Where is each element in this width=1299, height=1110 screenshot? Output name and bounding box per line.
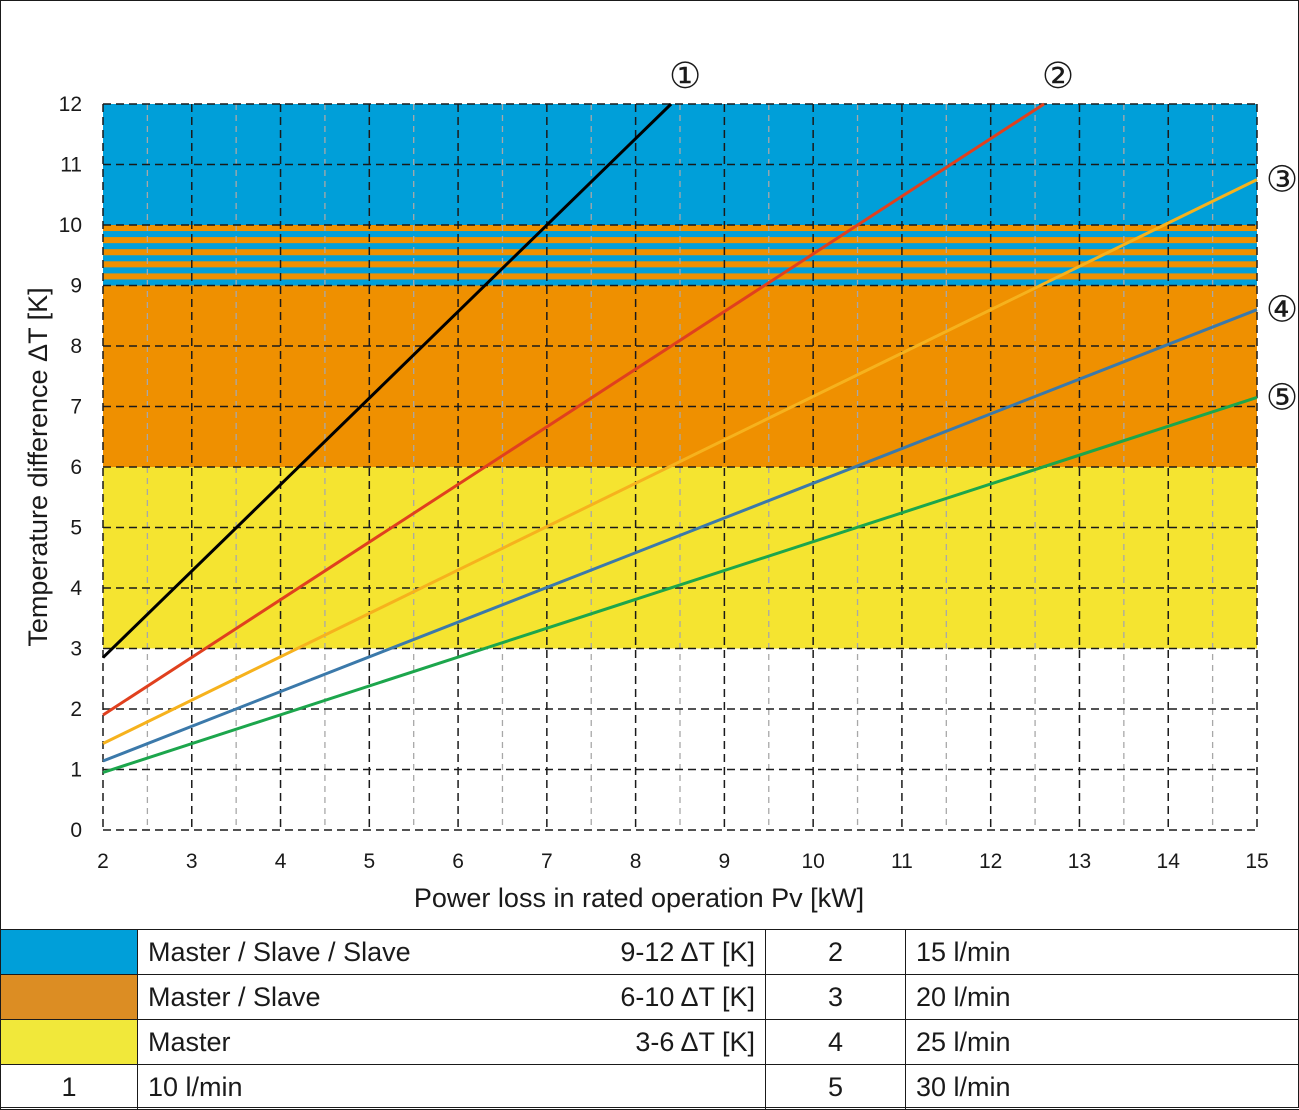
curve-number: 1 [1,1065,138,1110]
zone-cell: Master 3-6 ΔT [K] [138,1020,766,1065]
series-marker-2: ② [1042,55,1074,96]
legend-row: Master / Slave 6-10 ΔT [K] 3 20 l/min [1,975,1299,1020]
y-axis-label: Temperature difference ΔT [K] [23,287,53,646]
x-tick-label: 10 [801,850,824,873]
x-tick-label: 2 [97,850,109,873]
y-tick-label: 10 [59,214,82,237]
color-swatch-orange [1,975,138,1020]
x-tick-label: 11 [891,850,913,873]
zone-label: Master / Slave / Slave [148,930,411,974]
y-tick-label: 1 [70,759,82,782]
flow-rate: 30 l/min [906,1065,1299,1110]
zone-label: Master / Slave [148,975,321,1019]
y-tick-label: 12 [59,93,82,116]
flow-rate: 10 l/min [138,1065,766,1110]
zone-range: 6-10 ΔT [K] [620,975,755,1019]
x-tick-label: 14 [1157,850,1181,873]
legend-row: Master 3-6 ΔT [K] 4 25 l/min [1,1020,1299,1065]
y-tick-label: 2 [70,698,82,721]
legend-row: Master / Slave / Slave 9-12 ΔT [K] 2 15 … [1,930,1299,975]
x-tick-label: 13 [1068,850,1091,873]
legend-table: Master / Slave / Slave 9-12 ΔT [K] 2 15 … [0,929,1299,1110]
y-tick-label: 7 [70,396,82,419]
x-tick-labels: 2 3 4 5 6 7 8 9 10 11 12 13 14 15 [97,850,1269,873]
y-tick-label: 11 [60,154,82,177]
x-axis-label: Power loss in rated operation Pv [kW] [414,883,864,913]
x-tick-label: 8 [630,850,642,873]
zone-cell: Master / Slave / Slave 9-12 ΔT [K] [138,930,766,975]
flow-rate: 20 l/min [906,975,1299,1020]
y-tick-label: 0 [70,819,82,842]
y-tick-label: 6 [70,456,82,479]
x-tick-label: 12 [979,850,1002,873]
series-marker-1: ① [669,55,701,96]
y-tick-label: 5 [70,517,82,540]
zone-range: 3-6 ΔT [K] [635,1020,755,1064]
series-marker-5: ⑤ [1266,376,1298,417]
x-tick-label: 9 [719,850,731,873]
x-tick-label: 7 [541,850,553,873]
color-swatch-blue [1,930,138,975]
curve-number: 5 [766,1065,906,1110]
zone-label: Master [148,1020,231,1064]
flow-rate: 15 l/min [906,930,1299,975]
curve-number: 4 [766,1020,906,1065]
x-tick-label: 6 [452,850,464,873]
series-marker-4: ④ [1266,289,1298,330]
x-tick-label: 3 [186,850,198,873]
zone-range: 9-12 ΔT [K] [620,930,755,974]
y-tick-label: 4 [70,577,82,600]
flow-rate: 25 l/min [906,1020,1299,1065]
curve-number: 2 [766,930,906,975]
x-tick-label: 4 [275,850,287,873]
color-swatch-yellow [1,1020,138,1065]
x-tick-label: 5 [363,850,375,873]
y-tick-label: 9 [70,275,82,298]
legend-row: 1 10 l/min 5 30 l/min [1,1065,1299,1110]
y-tick-label: 8 [70,335,82,358]
zone-cell: Master / Slave 6-10 ΔT [K] [138,975,766,1020]
curve-number: 3 [766,975,906,1020]
y-tick-label: 3 [70,638,82,661]
series-marker-3: ③ [1266,159,1298,200]
x-tick-label: 15 [1245,850,1268,873]
